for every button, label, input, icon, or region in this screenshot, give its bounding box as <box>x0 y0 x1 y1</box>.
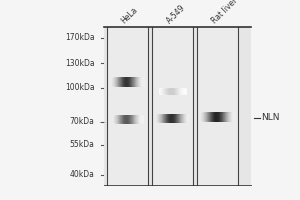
Bar <box>197 27 238 185</box>
Text: 130kDa: 130kDa <box>65 59 94 68</box>
Bar <box>152 27 193 185</box>
Text: 100kDa: 100kDa <box>65 83 94 92</box>
Bar <box>104 27 250 185</box>
Bar <box>107 27 148 185</box>
Text: A-549: A-549 <box>165 3 187 25</box>
Text: NLN: NLN <box>261 113 280 122</box>
Text: 55kDa: 55kDa <box>70 140 94 149</box>
Text: HeLa: HeLa <box>120 5 140 25</box>
Text: 40kDa: 40kDa <box>70 170 94 179</box>
Text: 70kDa: 70kDa <box>70 117 94 126</box>
Text: Rat liver: Rat liver <box>210 0 239 25</box>
Text: 170kDa: 170kDa <box>65 33 94 42</box>
